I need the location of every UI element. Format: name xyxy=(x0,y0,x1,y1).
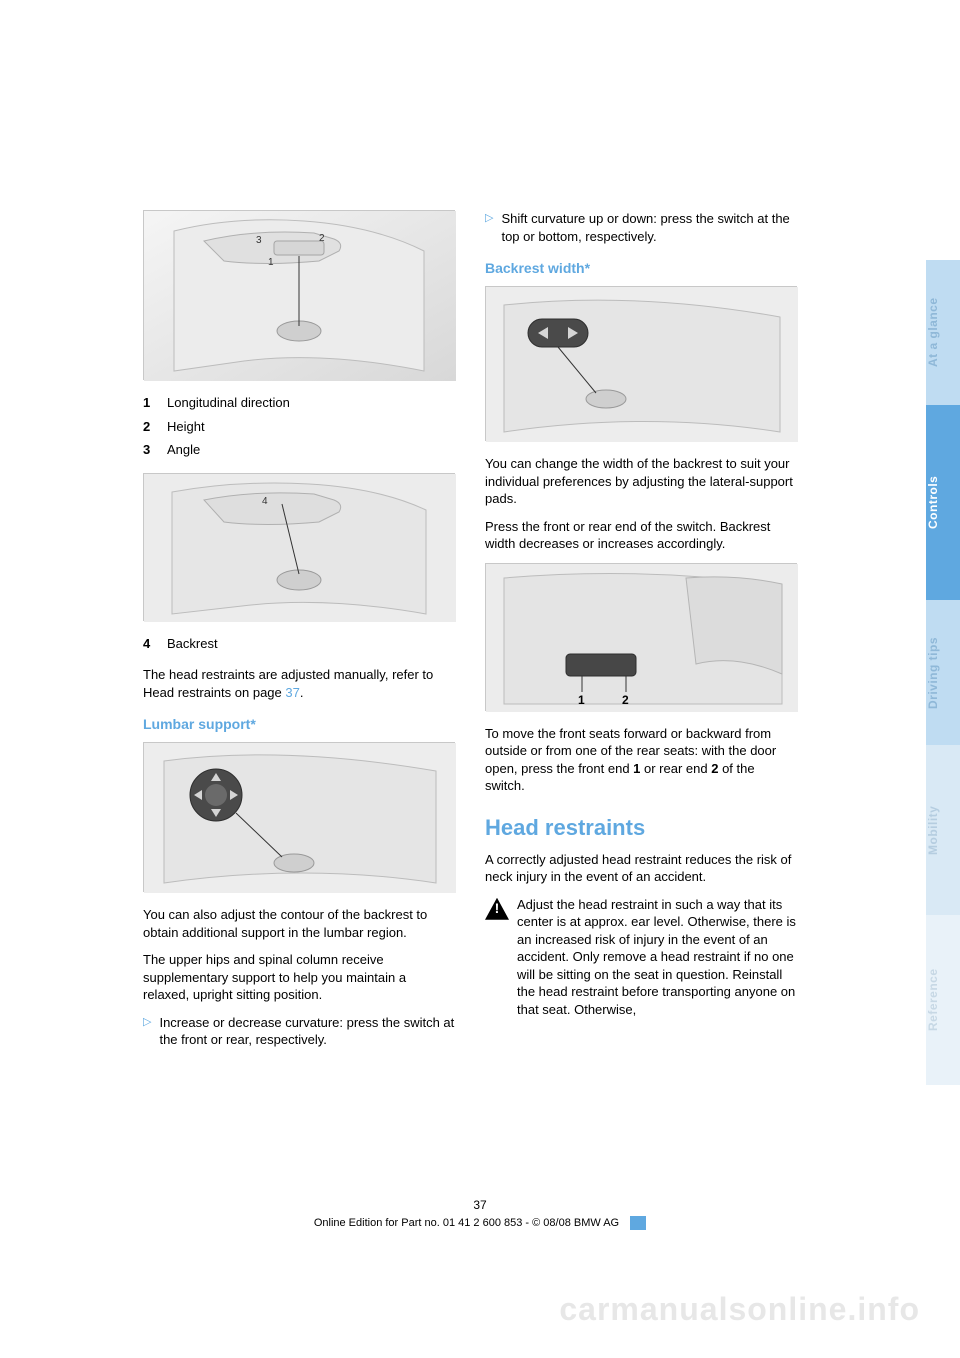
list-item: 2 Height xyxy=(143,418,455,436)
para-backrest-2: Press the front or rear end of the switc… xyxy=(485,518,797,553)
bullet-curvature-1: ▷ Increase or decrease curvature: press … xyxy=(143,1014,455,1049)
tab-mobility[interactable]: Mobility xyxy=(926,745,960,915)
warning-block: ! Adjust the head restraint in such a wa… xyxy=(485,896,797,1019)
list-text: Angle xyxy=(167,441,200,459)
bullet-icon: ▷ xyxy=(143,1014,151,1049)
list-number: 2 xyxy=(143,418,157,436)
page-footer: 37 Online Edition for Part no. 01 41 2 6… xyxy=(0,1198,960,1230)
page: At a glanceControlsDriving tipsMobilityR… xyxy=(0,0,960,1358)
para-backrest-1: You can change the width of the backrest… xyxy=(485,455,797,508)
list-seat-controls-2: 4 Backrest xyxy=(143,635,455,653)
list-item: 1 Longitudinal direction xyxy=(143,394,455,412)
page-link-37[interactable]: 37 xyxy=(285,685,299,700)
tab-controls[interactable]: Controls xyxy=(926,405,960,600)
para-lumbar-1: You can also adjust the contour of the b… xyxy=(143,906,455,941)
figure-seat-adjust-2: 4 xyxy=(143,473,455,621)
list-number: 1 xyxy=(143,394,157,412)
list-number: 3 xyxy=(143,441,157,459)
tab-reference[interactable]: Reference xyxy=(926,915,960,1085)
list-seat-controls-1: 1 Longitudinal direction 2 Height 3 Angle xyxy=(143,394,455,459)
svg-text:2: 2 xyxy=(622,693,629,707)
warning-text: Adjust the head restraint in such a way … xyxy=(517,896,797,1019)
para-seat-move: To move the front seats forward or backw… xyxy=(485,725,797,795)
list-text: Height xyxy=(167,418,205,436)
bullet-text: Increase or decrease curvature: press th… xyxy=(159,1014,455,1049)
warning-icon: ! xyxy=(485,898,509,920)
figure-seat-move-switch: 1 2 xyxy=(485,563,797,711)
watermark: carmanualsonline.info xyxy=(559,1291,920,1328)
tab-driving-tips[interactable]: Driving tips xyxy=(926,600,960,745)
para-head-restraints-ref: The head restraints are adjusted manuall… xyxy=(143,666,455,701)
para-head-restraints-1: A correctly adjusted head restraint redu… xyxy=(485,851,797,886)
footer-line: Online Edition for Part no. 01 41 2 600 … xyxy=(314,1217,619,1229)
side-tabs: At a glanceControlsDriving tipsMobilityR… xyxy=(926,260,960,1085)
heading-backrest-width: Backrest width* xyxy=(485,259,797,278)
figure-lumbar-switch xyxy=(143,742,455,892)
list-item: 3 Angle xyxy=(143,441,455,459)
right-column: ▷ Shift curvature up or down: press the … xyxy=(485,210,797,1057)
text: . xyxy=(300,685,304,700)
list-number: 4 xyxy=(143,635,157,653)
list-text: Longitudinal direction xyxy=(167,394,290,412)
list-text: Backrest xyxy=(167,635,218,653)
bullet-icon: ▷ xyxy=(485,210,493,245)
svg-text:1: 1 xyxy=(268,257,274,268)
footer-marker xyxy=(630,1216,646,1230)
tab-at-a-glance[interactable]: At a glance xyxy=(926,260,960,405)
bullet-curvature-2: ▷ Shift curvature up or down: press the … xyxy=(485,210,797,245)
para-lumbar-2: The upper hips and spinal column receive… xyxy=(143,951,455,1004)
list-item: 4 Backrest xyxy=(143,635,455,653)
bullet-text: Shift curvature up or down: press the sw… xyxy=(501,210,797,245)
heading-lumbar-support: Lumbar support* xyxy=(143,715,455,734)
svg-text:1: 1 xyxy=(578,693,585,707)
text: or rear end xyxy=(640,761,711,776)
svg-text:4: 4 xyxy=(262,496,268,507)
page-number: 37 xyxy=(473,1198,486,1212)
left-column: 1 2 3 1 Longitudinal direction 2 Height 3 Ang… xyxy=(143,210,455,1057)
figure-backrest-width-switch xyxy=(485,286,797,441)
svg-text:2: 2 xyxy=(319,233,325,244)
svg-text:3: 3 xyxy=(256,235,262,246)
content-area: 1 2 3 1 Longitudinal direction 2 Height 3 Ang… xyxy=(143,210,799,1057)
heading-head-restraints: Head restraints xyxy=(485,813,797,843)
figure-seat-adjust-1: 1 2 3 xyxy=(143,210,455,380)
